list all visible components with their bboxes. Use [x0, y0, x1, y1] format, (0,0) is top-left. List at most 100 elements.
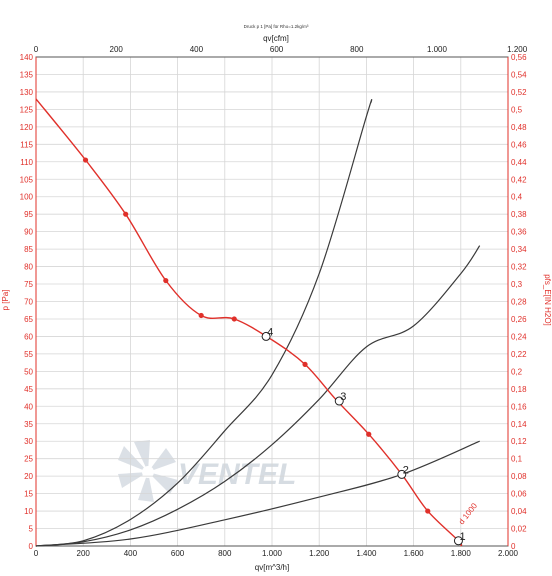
y-tick-label: 45 — [24, 385, 33, 394]
y-right-tick-label: 0,54 — [511, 70, 527, 79]
y-tick-label: 85 — [24, 245, 33, 254]
y-tick-label: 40 — [24, 402, 33, 411]
x-tick-label: 1.600 — [404, 549, 425, 558]
ventel-watermark-logo: VENTEL — [118, 440, 296, 502]
y-tick-label: 50 — [24, 367, 33, 376]
x-axis-top-label: qv[cfm] — [263, 34, 289, 43]
y-tick-label: 100 — [20, 193, 34, 202]
y-right-tick-label: 0,08 — [511, 472, 527, 481]
x-tick-label: 400 — [124, 549, 138, 558]
x-tick-label: 1.400 — [356, 549, 377, 558]
x-tick-label: 1.800 — [451, 549, 472, 558]
y-right-tick-label: 0,1 — [511, 455, 523, 464]
system-curve-3 — [35, 440, 480, 547]
y-right-tick-label: 0,12 — [511, 437, 527, 446]
y-right-tick-label: 0,24 — [511, 332, 527, 341]
y-tick-label: 15 — [24, 490, 33, 499]
y-right-tick-label: 0,46 — [511, 140, 527, 149]
y-right-tick-label: 0,48 — [511, 123, 527, 132]
y-right-tick-label: 0,28 — [511, 298, 527, 307]
y-tick-label: 130 — [20, 88, 34, 97]
x-tick-label: 200 — [77, 549, 91, 558]
y-right-tick-label: 0,06 — [511, 490, 527, 499]
system-curve-1 — [35, 98, 373, 547]
y-tick-label: 10 — [24, 507, 33, 516]
y-right-tick-label: 0,16 — [511, 402, 527, 411]
x-top-tick-label: 1.200 — [507, 45, 528, 54]
y-tick-label: 120 — [20, 123, 34, 132]
system-curve-2 — [35, 245, 481, 547]
y-right-tick-label: 0,04 — [511, 507, 527, 516]
y-tick-label: 70 — [24, 298, 33, 307]
fan-curve-label: d 1000 — [457, 501, 479, 526]
y-tick-label: 35 — [24, 420, 33, 429]
y-tick-label: 110 — [20, 158, 33, 167]
curves: 4 3 2 1 d 1000 — [35, 98, 481, 547]
y-right-tick-label: 0,18 — [511, 385, 527, 394]
y-tick-label: 125 — [20, 105, 34, 114]
y-right-tick-label: 0,42 — [511, 175, 527, 184]
y-tick-label: 65 — [24, 315, 33, 324]
x-top-tick-label: 600 — [270, 45, 284, 54]
y-right-tick-label: 0,5 — [511, 105, 523, 114]
fan-curve-point — [198, 312, 204, 319]
x-top-tick-label: 1.000 — [427, 45, 448, 54]
x-tick-label: 2.000 — [498, 549, 519, 558]
y-right-tick-label: 0,36 — [511, 228, 527, 237]
y-tick-label: 140 — [20, 53, 34, 62]
y-tick-label: 75 — [24, 280, 33, 289]
y-tick-label: 0 — [29, 542, 34, 551]
y-right-tick-label: 0,38 — [511, 210, 527, 219]
y-right-tick-label: 0,14 — [511, 420, 527, 429]
y-right-tick-label: 0,02 — [511, 525, 527, 534]
y-tick-label: 60 — [24, 332, 33, 341]
y-right-tick-label: 0,32 — [511, 263, 527, 272]
fan-curve-point — [123, 211, 129, 217]
y-right-tick-label: 0,4 — [511, 193, 523, 202]
x-tick-label: 1.000 — [262, 549, 283, 558]
operating-point-marker — [261, 331, 271, 341]
y-axis-right-label: pfs_E[IN H2O] — [543, 274, 552, 326]
y-tick-label: 95 — [24, 210, 33, 219]
operating-point-label: 2 — [403, 464, 409, 476]
y-tick-label: 30 — [24, 437, 33, 446]
fan-curve-point — [82, 157, 89, 163]
operating-point-label: 1 — [459, 531, 465, 543]
y-right-tick-label: 0,2 — [511, 367, 523, 376]
x-tick-label: 0 — [34, 549, 39, 558]
y-right-tick-label: 0,22 — [511, 350, 527, 359]
y-tick-label: 115 — [20, 140, 33, 149]
fan-curve-point — [302, 361, 308, 367]
x-tick-label: 600 — [171, 549, 185, 558]
y-right-tick-label: 0,3 — [511, 280, 523, 289]
y-tick-label: 90 — [24, 228, 33, 237]
y-tick-label: 80 — [24, 263, 33, 272]
y-right-tick-label: 0,26 — [511, 315, 527, 324]
y-tick-label: 135 — [20, 70, 34, 79]
watermark-text: VENTEL — [178, 458, 296, 491]
chart-title: Druck p 1 [Pa] für Rho=1.2kg/m³ — [244, 24, 309, 29]
y-tick-label: 105 — [20, 175, 34, 184]
y-axis-left-label: p [Pa] — [1, 290, 10, 311]
operating-point-marker — [397, 469, 407, 479]
x-tick-label: 1.200 — [309, 549, 330, 558]
fan-curve-point — [163, 277, 169, 284]
fan-curve-point — [366, 431, 372, 437]
y-tick-label: 25 — [24, 455, 33, 464]
operating-point-label: 3 — [340, 391, 346, 403]
y-tick-label: 20 — [24, 472, 33, 481]
x-tick-label: 800 — [218, 549, 232, 558]
y-right-tick-label: 0,44 — [511, 158, 527, 167]
y-right-tick-label: 0,56 — [511, 53, 527, 62]
x-top-tick-label: 200 — [110, 45, 124, 54]
y-tick-label: 55 — [24, 350, 33, 359]
fan-curve-point — [425, 508, 431, 514]
fan-curve-point — [231, 316, 237, 322]
y-tick-label: 5 — [29, 525, 34, 534]
y-right-tick-label: 0,34 — [511, 245, 527, 254]
x-top-tick-label: 0 — [34, 45, 39, 54]
x-top-tick-label: 400 — [190, 45, 204, 54]
operating-point-marker — [453, 536, 463, 546]
